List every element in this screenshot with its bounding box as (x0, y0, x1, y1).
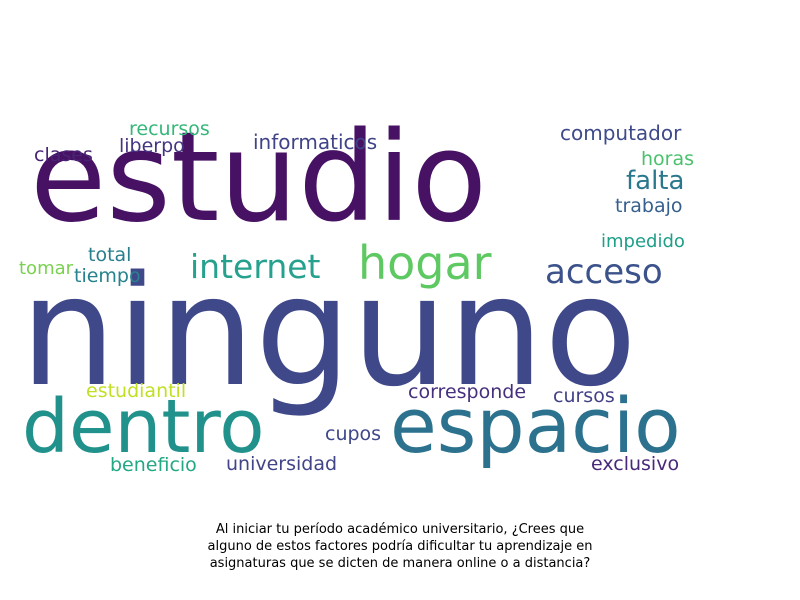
word-beneficio: beneficio (110, 454, 197, 476)
word-cloud: ninguno estudio espacio dentro hogar int… (19, 106, 695, 476)
word-corresponde: corresponde (408, 381, 527, 403)
word-internet: internet (190, 247, 321, 286)
word-hogar: hogar (358, 236, 492, 290)
word-clases: clases (34, 144, 93, 166)
word-cupos: cupos (325, 423, 382, 445)
word-ninguno: ninguno (20, 243, 638, 420)
word-computador: computador (560, 121, 682, 145)
word-horas: horas (641, 148, 695, 170)
caption-line-2: alguno de estos factores podría dificult… (207, 539, 593, 554)
word-cursos: cursos (553, 385, 615, 407)
word-liberpo: liberpo (119, 135, 185, 157)
word-total: total (88, 244, 132, 266)
word-espacio: espacio (390, 381, 681, 470)
figure-caption: Al iniciar tu período académico universi… (150, 521, 650, 572)
caption-line-1: Al iniciar tu período académico universi… (215, 522, 585, 537)
word-impedido: impedido (601, 231, 685, 252)
word-recursos: recursos (129, 118, 210, 140)
word-falta: falta (626, 166, 685, 196)
word-informaticos: informaticos (253, 130, 378, 154)
word-acceso: acceso (545, 252, 663, 292)
word-tomar: tomar (19, 258, 74, 279)
word-exclusivo: exclusivo (591, 453, 680, 475)
word-universidad: universidad (226, 453, 338, 475)
word-tiempo: tiempo (74, 265, 141, 287)
word-estudio: estudio (30, 106, 488, 250)
word-trabajo: trabajo (615, 195, 683, 217)
word-dentro: dentro (22, 384, 265, 470)
word-estudiantil: estudiantil (86, 380, 187, 402)
caption-line-3: asignaturas que se dicten de manera onli… (209, 556, 591, 571)
